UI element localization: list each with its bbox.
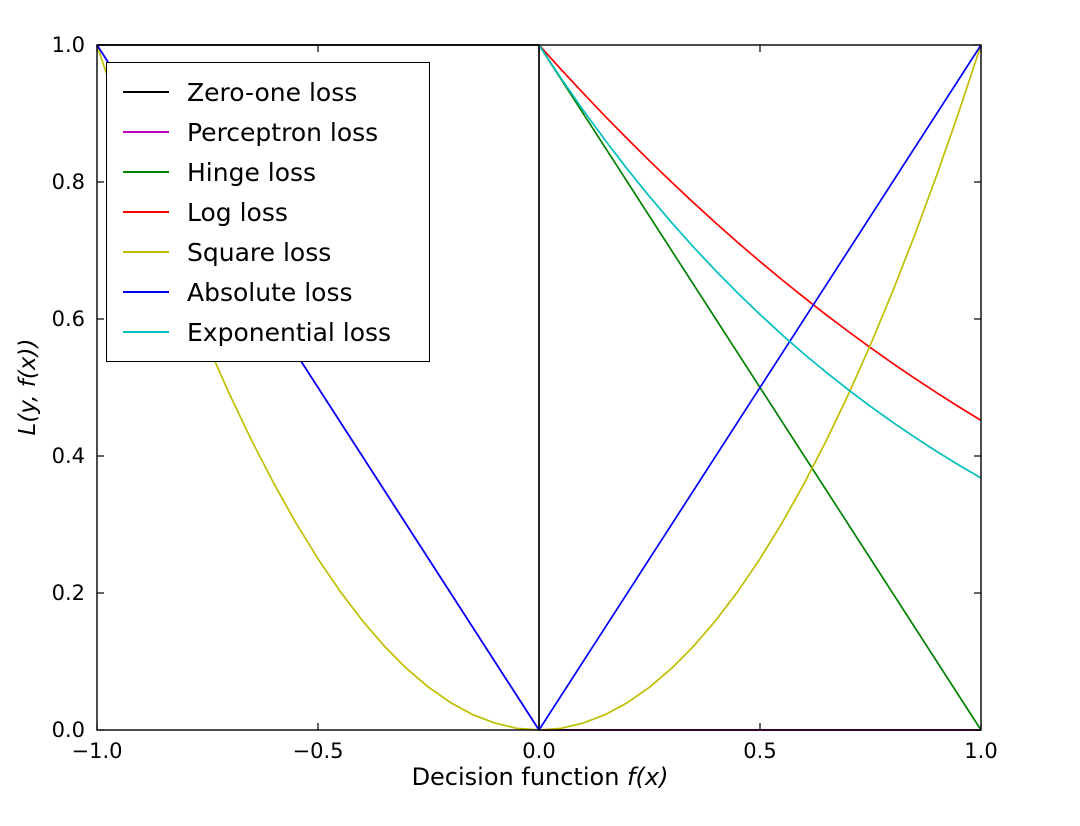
legend-item-exponential-loss: Exponential loss	[123, 313, 391, 351]
y-tick-label: 1.0	[52, 33, 85, 57]
y-tick-label: 0.2	[52, 581, 85, 605]
y-tick-label: 0.6	[52, 307, 85, 331]
series-log-loss	[538, 44, 982, 422]
x-axis-label: Decision function f(x)	[0, 763, 1080, 791]
y-tick-label: 0.0	[52, 718, 85, 742]
legend-item-absolute-loss: Absolute loss	[123, 273, 391, 311]
legend: Zero-one loss Perceptron loss Hinge loss Lo…	[106, 62, 431, 362]
legend-label: Hinge loss	[187, 157, 317, 187]
x-axis-label-math: f(x)	[627, 763, 669, 791]
y-axis-label: L(y, f(x))	[15, 338, 41, 436]
legend-label: Square loss	[187, 237, 332, 267]
legend-item-perceptron-loss: Perceptron loss	[123, 113, 391, 151]
x-tick-label: −1.0	[72, 739, 123, 763]
legend-line-swatch	[123, 91, 169, 93]
legend-label: Log loss	[187, 197, 288, 227]
legend-item-hinge-loss: Hinge loss	[123, 153, 391, 191]
x-tick-label: 1.0	[964, 739, 997, 763]
series-exponential-loss	[538, 44, 982, 479]
x-axis-label-text: Decision function	[411, 763, 620, 791]
legend-label: Zero-one loss	[187, 77, 358, 107]
legend-item-square-loss: Square loss	[123, 233, 391, 271]
legend-label: Absolute loss	[187, 277, 353, 307]
legend-line-swatch	[123, 251, 169, 253]
legend-item-zero-one-loss: Zero-one loss	[123, 73, 391, 111]
legend-label: Exponential loss	[187, 317, 392, 347]
y-tick-label: 0.4	[52, 444, 85, 468]
legend-label: Perceptron loss	[187, 117, 379, 147]
y-tick-label: 0.8	[52, 170, 85, 194]
x-tick-label: −0.5	[293, 739, 344, 763]
legend-item-log-loss: Log loss	[123, 193, 391, 231]
legend-line-swatch	[123, 291, 169, 293]
x-tick-label: 0.5	[743, 739, 776, 763]
legend-line-swatch	[123, 211, 169, 213]
x-tick-label: 0.0	[522, 739, 555, 763]
legend-line-swatch	[123, 131, 169, 133]
legend-line-swatch	[123, 171, 169, 173]
legend-line-swatch	[123, 331, 169, 333]
